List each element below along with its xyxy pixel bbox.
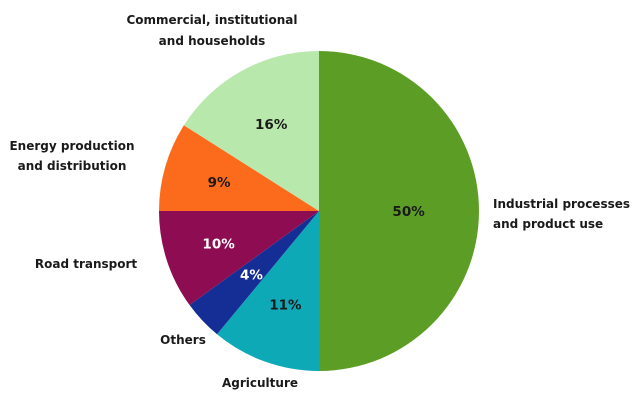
- pie-slice-energy-production-and-distribution: [159, 125, 319, 211]
- pie-slice-road-transport: [159, 211, 319, 306]
- category-label-others: Others: [160, 333, 206, 347]
- category-label-line: and product use: [493, 217, 603, 231]
- category-label-road-transport: Road transport: [35, 257, 138, 271]
- slice-value-labels: 50% 11% 4% 10% 9% 16%: [202, 117, 425, 313]
- slice-value-label-agriculture: 11%: [269, 297, 302, 313]
- category-label-line: Agriculture: [222, 376, 298, 390]
- category-label-line: Industrial processes: [493, 197, 630, 211]
- category-label-commercial-institutional-and-households: Commercial, institutional and households: [126, 13, 297, 48]
- slice-value-label-energy-production-and-distribution: 9%: [208, 175, 231, 191]
- category-label-line: Commercial, institutional: [126, 13, 297, 27]
- pie-slice-others: [189, 211, 319, 335]
- category-label-energy-production-and-distribution: Energy production and distribution: [9, 139, 134, 173]
- pie-slice-agriculture: [217, 211, 319, 371]
- category-label-line: Road transport: [35, 257, 138, 271]
- category-label-line: Others: [160, 333, 206, 347]
- pie-slices: [159, 51, 479, 371]
- category-label-industrial-processes-and-product-use: Industrial processes and product use: [493, 197, 630, 231]
- category-labels: Industrial processes and product use Agric…: [9, 13, 630, 390]
- slice-value-label-road-transport: 10%: [202, 237, 235, 253]
- slice-value-label-others: 4%: [240, 268, 263, 284]
- category-label-line: Energy production: [9, 139, 134, 153]
- category-label-line: and households: [159, 34, 266, 48]
- pie-slice-commercial-institutional-and-households: [183, 51, 319, 211]
- category-label-agriculture: Agriculture: [222, 376, 298, 390]
- category-label-line: and distribution: [18, 159, 127, 173]
- slice-value-label-industrial-processes-and-product-use: 50%: [392, 204, 425, 220]
- slice-value-label-commercial-institutional-and-households: 16%: [255, 117, 288, 133]
- pie-slice-industrial-processes-and-product-use: [319, 51, 479, 371]
